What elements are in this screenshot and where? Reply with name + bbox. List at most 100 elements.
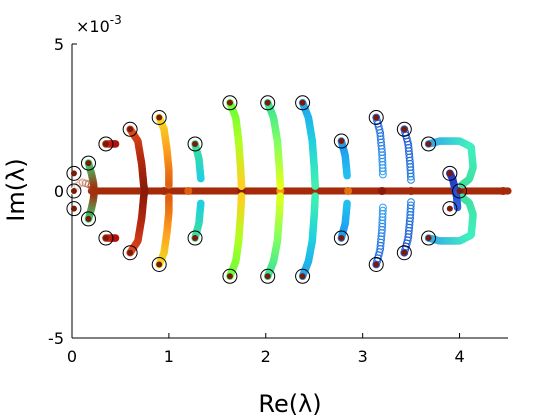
branch-point <box>311 182 319 190</box>
endpoint-dot <box>338 138 345 145</box>
endpoint-dot <box>70 170 77 177</box>
branch-point <box>165 181 173 189</box>
branch-point <box>378 206 387 215</box>
endpoint-circle <box>421 136 437 152</box>
branch-point <box>379 203 387 212</box>
endpoint-dot <box>127 126 134 133</box>
real-axis-marker <box>344 187 353 195</box>
endpoint-circle <box>260 95 276 111</box>
y-axis-label: Im(λ) <box>2 158 30 221</box>
endpoint-circle <box>187 230 203 246</box>
endpoint-dot <box>373 261 380 268</box>
branch-point <box>140 187 149 196</box>
endpoint-circle <box>66 183 82 199</box>
branch-point <box>453 203 462 212</box>
endpoint-dot <box>192 235 199 242</box>
branch-point <box>406 172 415 181</box>
branch-point <box>196 199 205 208</box>
endpoint-dot <box>264 99 271 106</box>
endpoint-circle <box>66 201 82 217</box>
x-tick-label: 2 <box>261 347 271 366</box>
endpoint-dot <box>102 140 109 147</box>
branch-point <box>111 140 120 148</box>
real-axis-marker <box>407 187 416 195</box>
endpoint-circle <box>187 136 203 152</box>
x-tick-label: 0 <box>67 347 77 366</box>
branch-point <box>237 182 246 191</box>
branch-point <box>406 201 415 210</box>
endpoint-dot <box>226 99 233 106</box>
endpoint-dot <box>70 188 77 194</box>
endpoint-dot <box>70 205 77 212</box>
y-tick-label: 5 <box>54 35 64 54</box>
endpoint-circle <box>151 110 167 125</box>
endpoint-circle <box>98 230 114 246</box>
endpoint-circle <box>442 165 458 181</box>
endpoint-dot <box>425 140 432 147</box>
endpoint-dot <box>299 99 306 106</box>
endpoint-circle <box>151 257 167 272</box>
branch-point <box>343 199 351 208</box>
endpoint-dot <box>373 114 380 121</box>
endpoint-circle <box>80 155 96 171</box>
branch-point <box>111 234 120 242</box>
y-tick-label: 0 <box>54 182 64 201</box>
real-axis-marker <box>160 187 169 195</box>
endpoint-circle <box>295 95 311 111</box>
x-axis-label: Re(λ) <box>258 390 321 418</box>
branch-point <box>407 198 415 207</box>
endpoint-circle <box>122 245 138 261</box>
endpoint-dot <box>264 273 271 280</box>
endpoint-circle <box>122 121 138 137</box>
endpoint-dot <box>446 170 453 177</box>
endpoint-circle <box>396 245 412 261</box>
endpoint-circle <box>396 121 412 137</box>
branch-point <box>407 175 415 184</box>
branch-point <box>311 192 319 201</box>
endpoint-dot <box>401 249 408 256</box>
endpoint-dot <box>156 261 163 268</box>
plot-area: 0 1 2 3 4-505 <box>48 35 512 366</box>
endpoint-circle <box>295 268 311 284</box>
branch-point <box>237 192 246 200</box>
endpoint-circle <box>368 257 384 272</box>
endpoint-circle <box>260 268 276 284</box>
y-tick-label: -5 <box>48 329 64 348</box>
endpoint-dot <box>192 140 199 147</box>
real-axis-marker <box>184 187 193 195</box>
endpoint-dot <box>156 114 163 121</box>
branch-point <box>343 171 351 180</box>
branch-point <box>379 170 387 179</box>
endpoint-dot <box>401 126 408 133</box>
branch-point <box>276 192 285 201</box>
endpoint-dot <box>85 160 92 167</box>
real-axis-marker <box>378 187 387 195</box>
eigenvalue-branches <box>70 99 512 281</box>
endpoint-circle <box>442 201 458 217</box>
endpoint-dot <box>85 215 92 222</box>
endpoint-circle <box>333 133 349 149</box>
branch-point <box>196 174 205 183</box>
endpoint-circle <box>368 110 384 125</box>
x-tick-label: 3 <box>358 347 368 366</box>
endpoint-circle <box>98 136 114 152</box>
endpoint-circle <box>222 95 238 111</box>
branch-point <box>90 188 98 197</box>
branch-point <box>165 193 173 201</box>
endpoint-dot <box>456 188 463 194</box>
real-axis-marker <box>499 187 508 195</box>
endpoint-dot <box>102 235 109 242</box>
endpoint-circle <box>452 183 468 199</box>
endpoint-circle <box>333 230 349 246</box>
axis-ticks: 0 1 2 3 4-505 <box>48 35 465 366</box>
endpoint-dot <box>127 249 134 256</box>
circled-endpoints <box>66 95 468 284</box>
x-tick-label: 1 <box>164 347 174 366</box>
endpoint-dot <box>446 205 453 212</box>
x-tick-label: 4 <box>454 347 464 366</box>
endpoint-dot <box>425 235 432 242</box>
endpoint-dot <box>226 273 233 280</box>
endpoint-circle <box>421 230 437 246</box>
branch-point <box>276 182 285 190</box>
